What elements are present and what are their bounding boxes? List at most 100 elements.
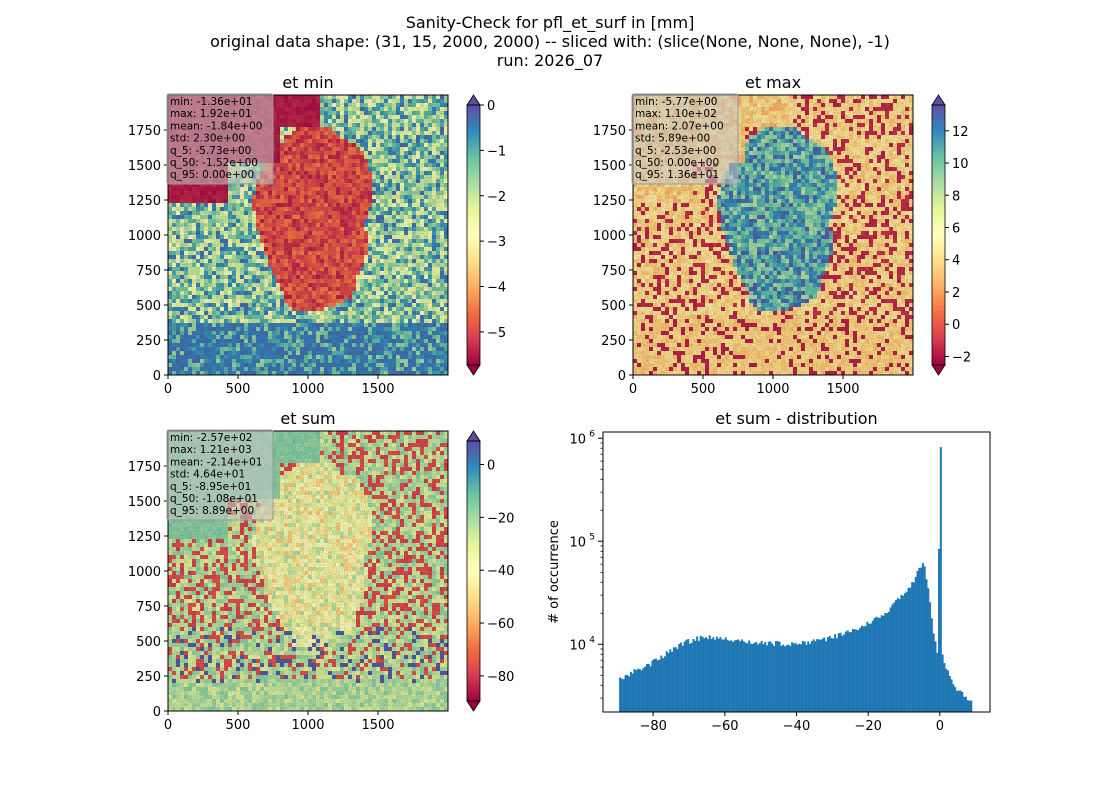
histogram-bar: [959, 690, 962, 712]
histogram-bar: [809, 643, 812, 712]
histogram-bar: [952, 684, 955, 712]
histogram-bar: [629, 671, 632, 712]
histogram-bar: [783, 646, 786, 712]
histogram-bar: [760, 640, 763, 712]
histogram-bar: [943, 663, 946, 712]
et-sum-stats-line: std: 4.64e+01: [170, 469, 245, 481]
histogram-bar: [773, 646, 776, 712]
histogram-bar: [715, 636, 718, 712]
histogram-bar: [930, 618, 933, 712]
histogram-bar: [850, 631, 853, 712]
histogram-bar: [889, 607, 892, 712]
et-sum-distribution-ytick-exponent: 6: [589, 429, 595, 439]
histogram-bar: [656, 660, 659, 712]
histogram-bar: [887, 611, 890, 712]
et-sum-title: et sum: [280, 409, 335, 428]
histogram-bar: [676, 648, 679, 712]
et-max-ytick-label: 1500: [593, 159, 626, 174]
et-max-stats-line: max: 1.10e+02: [635, 108, 717, 120]
histogram-bar: [857, 630, 860, 712]
et-min-panel: et min 0 500 1000 1500 0 250 500 750 1000 1250 1500…: [128, 73, 506, 397]
et-max-colorbar-tick: 10: [952, 157, 969, 172]
histogram-bar: [803, 641, 806, 712]
et-min-colorbar-tick: −4: [487, 281, 506, 296]
et-sum-colorbar-tick: −20: [487, 511, 514, 526]
histogram-bar: [624, 675, 627, 712]
et-max-stats-line: q_50: 0.00e+00: [635, 157, 719, 169]
figure-title-line-3: run: 2026_07: [496, 51, 604, 70]
et-max-stats-line: min: -5.77e+00: [635, 96, 717, 108]
histogram-bar: [780, 645, 783, 712]
et-max-ytick-label: 1250: [593, 194, 626, 209]
histogram-bar: [821, 638, 824, 712]
et-max-image: [633, 95, 914, 376]
histogram-bar: [726, 639, 729, 712]
histogram-bar: [791, 642, 794, 712]
histogram-bar: [735, 639, 738, 712]
histogram-bar: [703, 638, 706, 712]
et-sum-ytick-label: 1750: [128, 460, 161, 475]
et-min-colorbar: 0 −1 −2 −3 −4 −5: [466, 94, 506, 376]
histogram-bar: [680, 642, 683, 712]
et-sum-distribution-ytick-label: 10: [569, 638, 586, 653]
histogram-bar: [671, 651, 674, 712]
histogram-bar: [708, 635, 711, 712]
histogram-bar: [628, 676, 631, 712]
histogram-bar: [642, 668, 645, 712]
et-sum-colorbar-tick: −80: [487, 670, 514, 685]
figure-title: Sanity-Check for pfl_et_surf in [mm] ori…: [0, 13, 1100, 70]
histogram-bar: [748, 640, 751, 712]
histogram-bar: [622, 679, 625, 712]
histogram-bar: [970, 700, 973, 712]
et-sum-distribution-ylabel: # of occurrence: [547, 520, 562, 624]
histogram-bar: [853, 629, 856, 712]
histogram-bar: [710, 638, 713, 712]
et-sum-xtick-label: 1000: [291, 718, 324, 733]
histogram-bar: [717, 638, 720, 712]
et-max-title: et max: [745, 73, 801, 92]
et-min-colorbar-tick: −5: [487, 326, 506, 341]
et-max-ytick-label: 1000: [593, 229, 626, 244]
figure-title-line-1: Sanity-Check for pfl_et_surf in [mm]: [405, 13, 695, 32]
et-sum-colorbar: 0 −20 −40 −60 −80: [466, 430, 514, 712]
histogram-bar: [968, 700, 971, 712]
histogram-bar: [873, 618, 876, 712]
histogram-bar: [778, 641, 781, 712]
histogram-bar: [909, 587, 912, 712]
histogram-bar: [805, 644, 808, 712]
figure-title-line-2: original data shape: (31, 15, 2000, 2000…: [210, 32, 890, 51]
et-sum-distribution-ytick-exponent: 5: [589, 532, 595, 542]
histogram-bar: [651, 660, 654, 712]
histogram-bar: [852, 628, 855, 712]
et-sum-ytick-label: 1250: [128, 530, 161, 545]
histogram-bar: [825, 641, 828, 712]
histogram-bar: [841, 635, 844, 712]
histogram-bar: [776, 641, 779, 712]
et-min-ytick-label: 1250: [128, 194, 161, 209]
histogram-bar: [939, 447, 942, 712]
et-min-ytick-label: 0: [153, 369, 161, 384]
et-max-colorbar-tick: 4: [952, 254, 960, 269]
histogram-bar: [669, 649, 672, 712]
et-max-xtick-label: 500: [691, 382, 716, 397]
et-min-stats-line: min: -1.36e+01: [170, 96, 252, 108]
histogram-bar: [905, 591, 908, 712]
et-min-stats-line: q_5: -5.73e+00: [170, 145, 251, 157]
histogram-bar: [898, 599, 901, 712]
histogram-bar: [697, 640, 700, 712]
et-sum-distribution-ytick-label: 10: [569, 535, 586, 550]
histogram-bar: [938, 548, 941, 712]
histogram-bar: [934, 641, 937, 712]
et-sum-ytick-label: 1500: [128, 495, 161, 510]
et-max-ytick-label: 750: [601, 264, 626, 279]
et-sum-ytick-label: 0: [153, 705, 161, 720]
histogram-bar: [620, 678, 623, 712]
et-max-ytick-label: 0: [618, 369, 626, 384]
et-sum-distribution-xtick-label: −80: [639, 719, 666, 734]
histogram-bar: [649, 666, 652, 712]
histogram-bar: [954, 687, 957, 712]
histogram-bar: [798, 643, 801, 712]
histogram-bar: [740, 639, 743, 712]
histogram-bar: [918, 567, 921, 712]
